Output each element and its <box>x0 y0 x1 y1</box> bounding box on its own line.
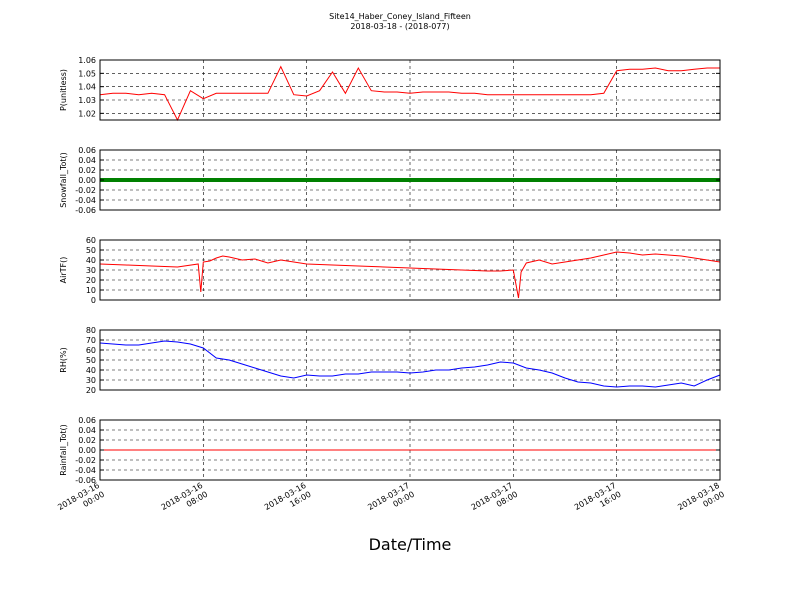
plot-frame <box>99 59 721 121</box>
y-tick-label: 0.06 <box>78 416 96 425</box>
y-tick-label: 50 <box>86 356 96 365</box>
y-axis-label: Rainfall_Tot() <box>59 424 68 476</box>
y-tick-label: 40 <box>86 256 96 265</box>
y-tick-label: 70 <box>86 336 96 345</box>
subplot-5: 0.060.040.020.00-0.02-0.04-0.06 Rainfall_… <box>59 416 721 485</box>
y-tick-label: 1.06 <box>78 56 96 65</box>
y-tick-label: 1.05 <box>78 69 96 78</box>
y-tick-label: 1.02 <box>78 109 96 118</box>
x-axis-label: Date/Time <box>369 535 452 554</box>
series-line <box>99 65 720 122</box>
y-tick-label: -0.04 <box>75 466 96 475</box>
y-axis-label: AirTF() <box>59 257 68 284</box>
series-line <box>99 251 721 299</box>
subplot-panels: 1.021.031.041.051.06P(unitless)0.060.040… <box>59 56 721 485</box>
y-tick-label: 0.04 <box>78 426 96 435</box>
y-tick-label: 0.04 <box>78 156 96 165</box>
y-tick-label: 0.02 <box>78 166 96 175</box>
y-tick-label: 0.00 <box>78 446 96 455</box>
y-tick-label: -0.04 <box>75 196 96 205</box>
y-tick-label: 60 <box>86 346 96 355</box>
y-tick-label: -0.06 <box>75 476 96 485</box>
y-tick-label: -0.02 <box>75 456 96 465</box>
y-axis-label: P(unitless) <box>59 69 68 111</box>
y-tick-label: 30 <box>86 376 96 385</box>
y-tick-label: -0.02 <box>75 186 96 195</box>
y-tick-label: 1.04 <box>78 83 96 92</box>
y-axis-label: Snowfall_Tot() <box>59 152 68 208</box>
y-tick-label: 0 <box>91 296 96 305</box>
y-tick-label: 50 <box>86 246 96 255</box>
subplot-2: 0.060.040.020.00-0.02-0.04-0.06 Snowfall_… <box>59 146 721 215</box>
y-tick-label: 60 <box>86 236 96 245</box>
y-tick-label: 40 <box>86 366 96 375</box>
series-line <box>99 340 721 388</box>
chart-title: Site14_Haber_Coney_Island_Fifteen <box>329 12 471 21</box>
y-tick-label: 0.02 <box>78 436 96 445</box>
y-tick-label: 80 <box>86 326 96 335</box>
y-tick-label: 0.00 <box>78 176 96 185</box>
y-tick-label: 20 <box>86 386 96 395</box>
y-tick-label: 1.03 <box>78 96 96 105</box>
y-tick-label: 0.06 <box>78 146 96 155</box>
y-tick-label: -0.06 <box>75 206 96 215</box>
chart-subtitle: 2018-03-18 - (2018-077) <box>350 22 449 31</box>
y-tick-label: 10 <box>86 286 96 295</box>
y-tick-label: 30 <box>86 266 96 275</box>
y-axis-label: RH(%) <box>59 347 68 372</box>
subplot-1: 1.02 1.03 1.04 1.05 1.06 P(unitless) <box>59 56 721 122</box>
y-tick-label: 20 <box>86 276 96 285</box>
